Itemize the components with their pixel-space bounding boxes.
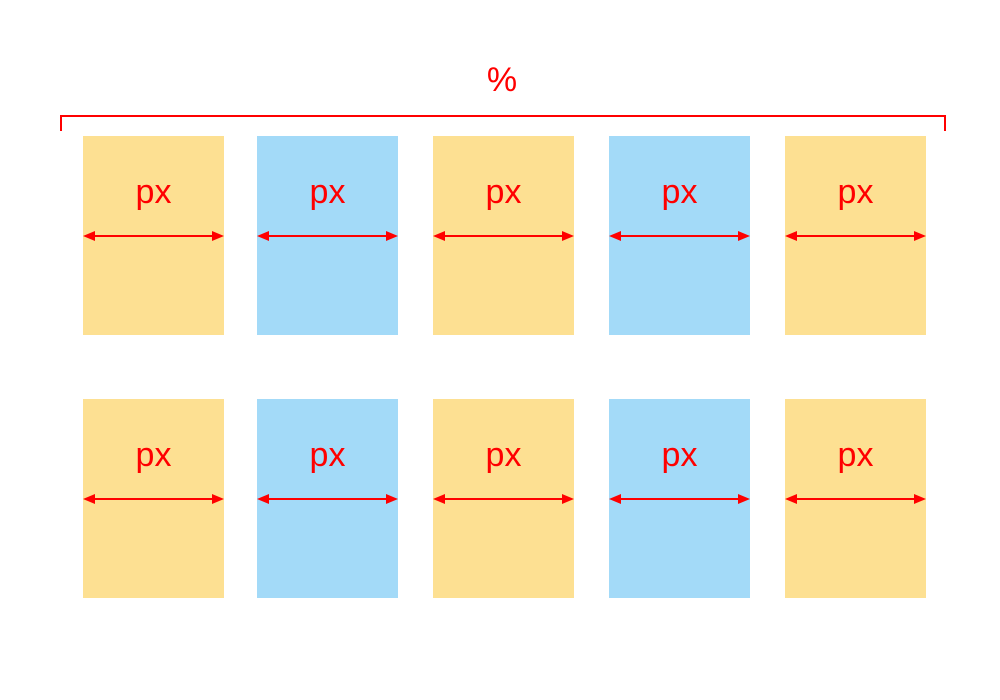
column-box: px [257, 399, 398, 598]
column-box: px [785, 399, 926, 598]
column-width-arrow [257, 494, 398, 504]
column-width-arrow [83, 231, 224, 241]
column-box: px [609, 399, 750, 598]
column-width-arrow [785, 494, 926, 504]
column-width-label: px [135, 173, 172, 211]
column-width-label: px [135, 436, 172, 474]
column-width-label: px [485, 173, 522, 211]
container-width-bracket [60, 115, 946, 131]
column-width-arrow [609, 231, 750, 241]
column-box: px [433, 399, 574, 598]
column-box: px [433, 136, 574, 335]
column-box: px [83, 399, 224, 598]
column-width-label: px [837, 436, 874, 474]
column-width-arrow [83, 494, 224, 504]
column-width-arrow [609, 494, 750, 504]
column-width-label: px [485, 436, 522, 474]
column-row-1: px px px px px [0, 136, 1000, 336]
column-width-label: px [661, 436, 698, 474]
column-width-arrow [433, 494, 574, 504]
column-width-label: px [309, 436, 346, 474]
column-box: px [83, 136, 224, 335]
column-box: px [257, 136, 398, 335]
column-width-arrow [257, 231, 398, 241]
column-width-label: px [837, 173, 874, 211]
column-width-arrow [785, 231, 926, 241]
column-box: px [609, 136, 750, 335]
column-width-label: px [661, 173, 698, 211]
column-box: px [785, 136, 926, 335]
container-width-label: % [486, 61, 518, 99]
column-width-label: px [309, 173, 346, 211]
column-row-2: px px px px px [0, 399, 1000, 599]
column-width-arrow [433, 231, 574, 241]
